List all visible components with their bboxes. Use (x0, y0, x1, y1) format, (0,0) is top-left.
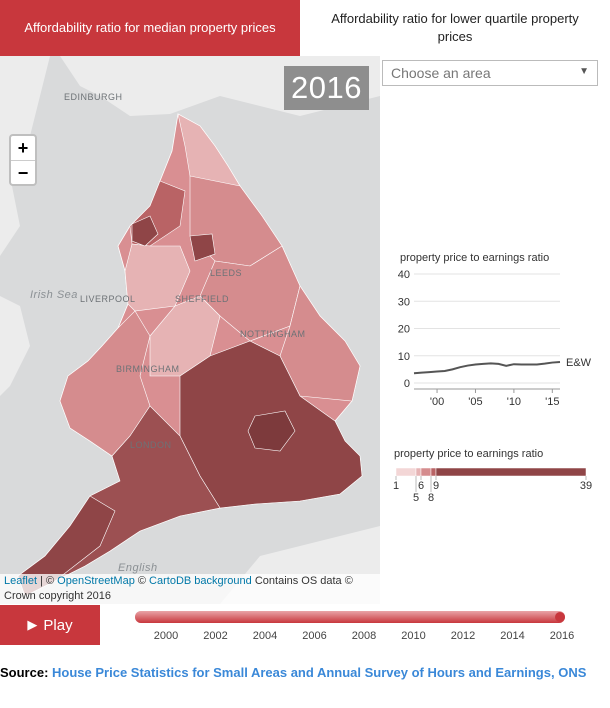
area-select[interactable]: Choose an area ▼ (382, 60, 598, 86)
map-label-edinburgh: EDINBURGH (64, 92, 123, 102)
year-tick-label[interactable]: 2010 (401, 630, 426, 642)
area-select-value: Choose an area (391, 65, 491, 81)
series-line-ew (413, 361, 561, 375)
x-tick-label: '10 (507, 396, 521, 408)
map-label-liverpool: LIVERPOOL (80, 294, 136, 304)
year-tick-label[interactable]: 2000 (153, 630, 179, 642)
legend-tick-label: 39 (580, 480, 592, 492)
legend-swatch (415, 467, 422, 477)
play-label: Play (43, 616, 73, 634)
source-link[interactable]: House Price Statistics for Small Areas a… (52, 665, 587, 680)
legend-tick-label: 9 (433, 480, 439, 492)
legend-swatch (395, 467, 417, 477)
x-tick-label: '00 (430, 396, 444, 408)
map-label-irish-sea: Irish Sea (30, 289, 78, 301)
region-lake-district[interactable] (131, 215, 159, 247)
map-label-birmingham: BIRMINGHAM (116, 364, 180, 374)
region-harrogate[interactable] (189, 233, 216, 262)
zoom-out-button[interactable]: − (17, 162, 29, 183)
x-tick-label: '05 (468, 396, 482, 408)
zoom-in-button[interactable]: + (11, 136, 35, 161)
y-tick-label: 40 (398, 269, 410, 281)
map-label-london: LONDON (130, 440, 172, 450)
cartodb-link[interactable]: CartoDB background (149, 575, 252, 587)
affordability-line-chart: 0 10 20 30 40 '00 '05 '10 '15 E&W (398, 269, 592, 408)
region-north-west[interactable] (124, 243, 191, 312)
attribution-text: Contains OS data © Crown copyright 2016 (4, 575, 353, 602)
northern-ireland-land (0, 296, 30, 396)
y-tick-label: 0 (404, 378, 410, 390)
x-tick-label: '15 (545, 396, 559, 408)
tab-lower-quartile-affordability[interactable]: Affordability ratio for lower quartile p… (300, 0, 610, 56)
play-button[interactable]: ▶ Play (0, 605, 100, 645)
legend-tick-label: 6 (418, 480, 424, 492)
legend-tick-label: 5 (413, 492, 419, 504)
legend-tick-label: 8 (428, 492, 434, 504)
year-tick-label[interactable]: 2002 (203, 630, 228, 642)
chart-title: property price to earnings ratio (400, 252, 550, 264)
map-tabs: Affordability ratio for median property … (0, 0, 610, 56)
map-attribution: Leaflet | © OpenStreetMap © CartoDB back… (0, 574, 380, 604)
legend-swatch (420, 467, 432, 477)
series-label-ew: E&W (566, 357, 592, 369)
attribution-sep-2: © (134, 575, 150, 587)
year-tick-label[interactable]: 2014 (500, 630, 525, 642)
openstreetmap-link[interactable]: OpenStreetMap (57, 575, 135, 587)
region-east-anglia[interactable] (279, 285, 361, 402)
region-london[interactable] (247, 410, 296, 452)
legend-swatch (435, 467, 587, 477)
map-label-sheffield: SHEFFIELD (175, 294, 230, 304)
year-slider-handle[interactable] (555, 612, 565, 622)
attribution-sep-1: | © (37, 575, 58, 587)
map-label-leeds: LEEDS (210, 268, 243, 278)
region-wales[interactable] (59, 310, 151, 457)
year-tick-label[interactable]: 2008 (351, 630, 377, 642)
year-axis: 2000 2002 2004 2006 2008 2010 2012 2014 2016 (140, 630, 580, 650)
tab-median-affordability[interactable]: Affordability ratio for median property … (0, 0, 300, 56)
legend-tick-label: 1 (393, 480, 399, 492)
affordability-map[interactable]: EDINBURGH Irish Sea LIVERPOOL LEEDS SHEF… (0, 56, 380, 604)
legend-swatch (430, 467, 437, 477)
zoom-control: + − (9, 134, 37, 186)
map-label-english-channel: English (118, 562, 158, 574)
region-west-midlands[interactable] (149, 295, 221, 377)
map-label-nottingham: NOTTINGHAM (240, 329, 306, 339)
choropleth-layer[interactable] (0, 56, 380, 604)
legend-title: property price to earnings ratio (394, 448, 544, 460)
year-tick-label[interactable]: 2012 (450, 630, 476, 642)
source-note: Source: House Price Statistics for Small… (0, 662, 600, 684)
leaflet-link[interactable]: Leaflet (4, 575, 38, 587)
chevron-down-icon: ▼ (579, 66, 589, 77)
year-slider-fill (135, 611, 565, 623)
year-indicator: 2016 (284, 66, 369, 110)
y-tick-label: 30 (398, 296, 410, 308)
play-icon: ▶ (27, 617, 38, 632)
y-tick-label: 20 (398, 324, 410, 336)
year-slider[interactable] (135, 611, 565, 623)
year-tick-label[interactable]: 2016 (549, 630, 575, 642)
source-prefix: Source: (0, 665, 49, 680)
year-tick-label[interactable]: 2006 (302, 630, 327, 642)
ireland-land (0, 56, 50, 256)
year-tick-label[interactable]: 2004 (252, 630, 278, 642)
y-tick-label: 10 (398, 351, 410, 363)
